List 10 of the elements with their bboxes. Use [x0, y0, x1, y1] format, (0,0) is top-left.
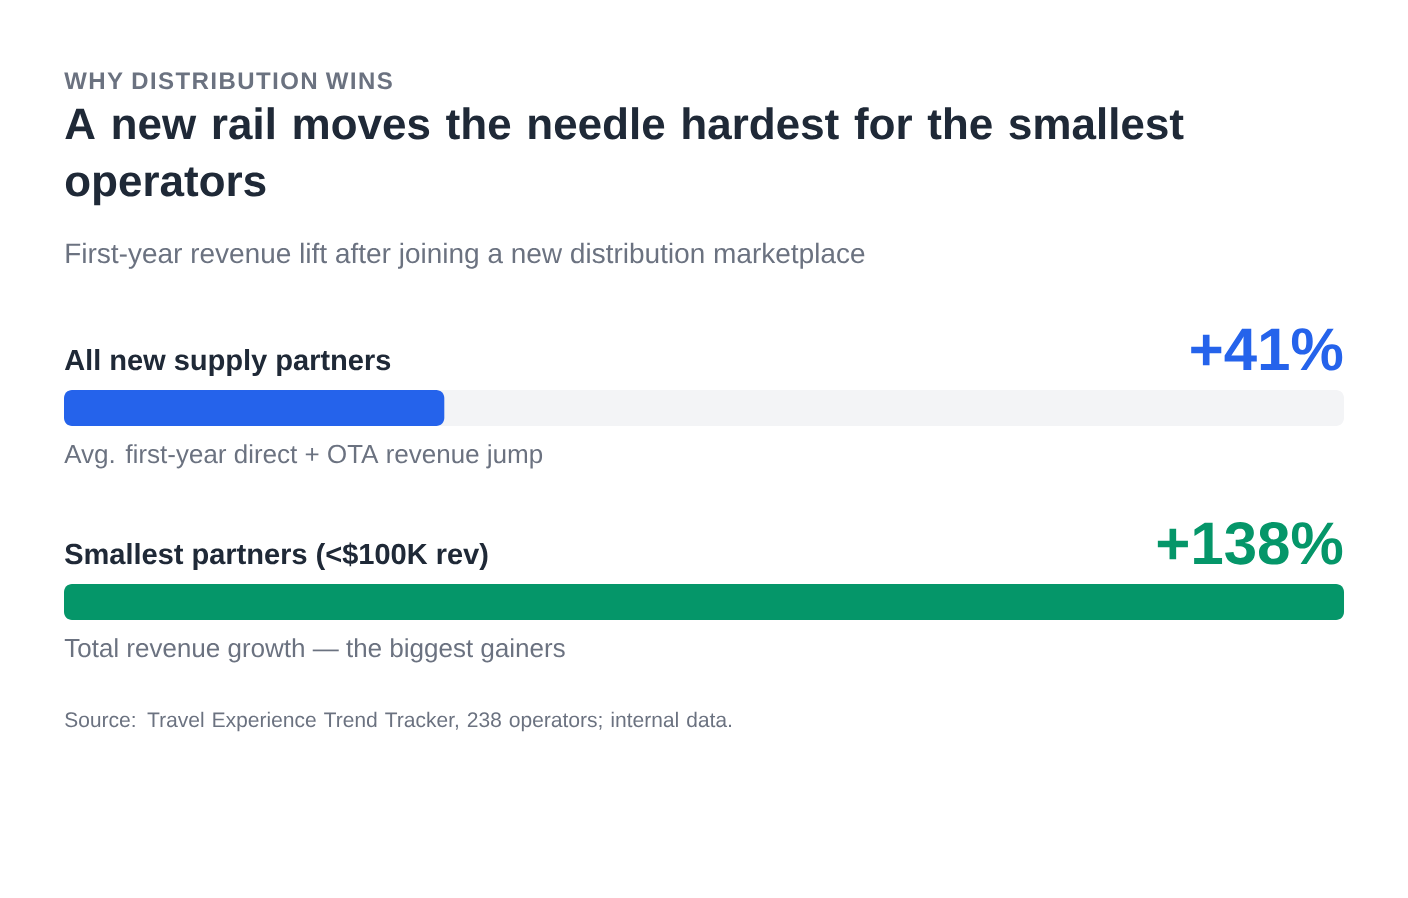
annotation: Total revenue growth — the biggest gainers — [64, 638, 565, 663]
chart-subtitle: First-year revenue lift after joining a new distribution marketplace — [66, 242, 865, 269]
source-note: Source: Travel Experience Trend Tracker, 238 operators; internal data. — [65, 711, 732, 732]
y-tick-label: Smallest partners (<$100K rev) — [65, 542, 488, 571]
data-label: +138% — [1157, 522, 1343, 565]
data-label: +41% — [1191, 328, 1343, 371]
chart-title: A new rail moves the needle hardest for the smallest operators — [65, 107, 1184, 206]
y-tick-label: All new supply partners — [64, 348, 391, 377]
text: WHY DISTRIBUTION WINS — [64, 72, 392, 90]
annotation: Avg. first-year direct + OTA revenue jump — [64, 444, 543, 469]
